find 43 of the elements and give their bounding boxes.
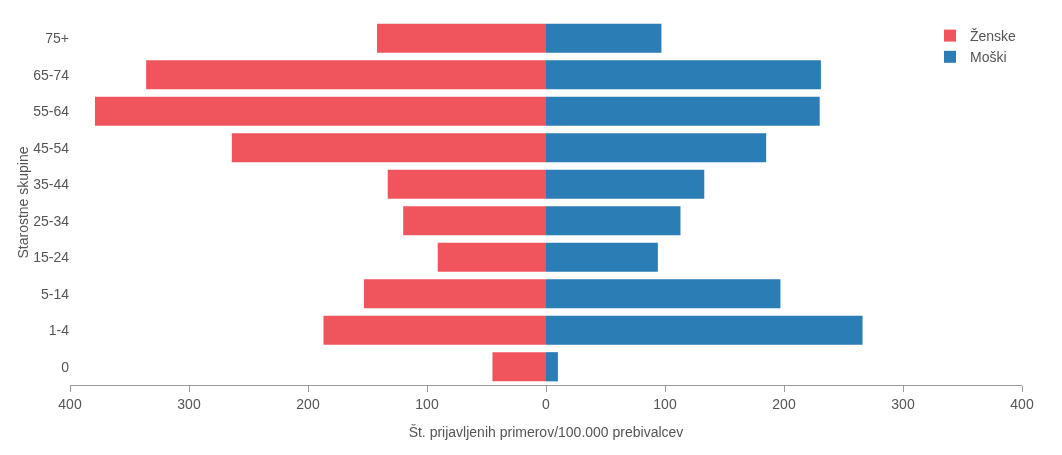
bar <box>387 169 546 199</box>
bar <box>363 279 546 309</box>
y-tick-label: 5-14 <box>40 285 70 302</box>
x-tick-label: 0 <box>542 395 551 412</box>
y-tick-label: 35-44 <box>33 176 70 193</box>
bar <box>94 96 546 126</box>
x-tick-label: 300 <box>891 395 915 412</box>
bar <box>146 60 546 90</box>
x-tick-label: 100 <box>653 395 677 412</box>
y-tick-label: 65-74 <box>33 66 70 83</box>
x-axis-title: Št. prijavljenih primerov/100.000 prebivalcev <box>408 424 684 440</box>
legend-label: Moški <box>970 49 1007 66</box>
x-tick-label: 100 <box>415 395 439 412</box>
bar <box>492 352 546 382</box>
bar <box>546 96 820 126</box>
y-tick-label: 55-64 <box>33 103 70 120</box>
y-axis-title: Starostne skupine <box>15 146 32 259</box>
bar <box>546 133 767 163</box>
bar <box>546 206 681 236</box>
bar <box>377 23 546 53</box>
bar <box>437 242 546 272</box>
y-tick-label: 25-34 <box>33 212 70 229</box>
bar <box>546 169 705 199</box>
x-tick-label: 300 <box>177 395 201 412</box>
x-tick-label: 200 <box>772 395 796 412</box>
x-tick-label: 400 <box>1010 395 1034 412</box>
bar <box>403 206 546 236</box>
y-tick-label: 45-54 <box>33 139 70 156</box>
bar <box>231 133 546 163</box>
bar <box>323 315 546 345</box>
bar <box>546 279 781 309</box>
bar <box>546 315 863 345</box>
x-tick-label: 200 <box>296 395 320 412</box>
bar <box>546 352 558 382</box>
bar <box>546 60 821 90</box>
bar <box>546 23 662 53</box>
x-tick-label: 400 <box>58 395 82 412</box>
y-tick-label: 0 <box>61 358 70 375</box>
bar <box>546 242 658 272</box>
y-tick-label: 1-4 <box>48 322 70 339</box>
y-tick-label: 15-24 <box>33 249 70 266</box>
legend-label: Ženske <box>970 28 1017 45</box>
y-tick-label: 75+ <box>45 30 69 47</box>
